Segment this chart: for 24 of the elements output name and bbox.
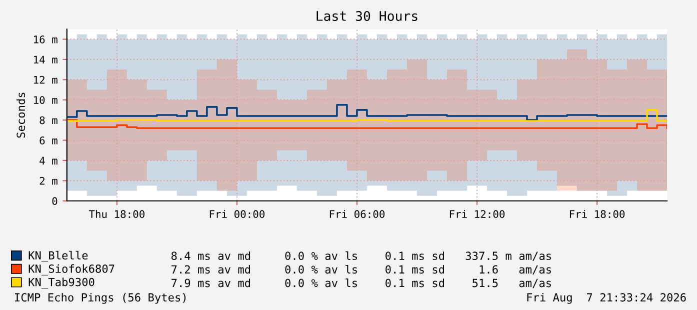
text: 7.2 ms av md 0.0 % av ls 0.1 ms sd 1.6 am/as: [172, 264, 551, 274]
y-axis-title: Seconds: [16, 92, 26, 138]
y-tick-label: 12 m: [34, 76, 58, 84]
text: Fri Aug 7 21:33:24 2026: [527, 292, 686, 304]
y-tick-label: 8 m: [40, 116, 58, 124]
chart-title: Last 30 Hours: [316, 11, 418, 21]
y-tick-label: 0: [52, 197, 58, 206]
x-tick-label: Fri 12:00: [450, 210, 505, 218]
x-tick-label: Fri 00:00: [210, 210, 264, 218]
y-tick-label: 14 m: [34, 56, 58, 64]
y-tick-label: 6 m: [40, 136, 58, 144]
text: ICMP Echo Pings (56 Bytes): [15, 292, 186, 304]
x-tick-label: Thu 18:00: [88, 210, 144, 218]
y-tick-label: 2 m: [40, 176, 58, 185]
y-tick-label: 16 m: [34, 35, 58, 44]
text: 7.9 ms av md 0.0 % av ls 0.1 ms sd 51.5 am/as: [172, 278, 551, 288]
x-tick-label: Fri 18:00: [570, 210, 625, 218]
x-tick-label: Fri 06:00: [330, 210, 385, 218]
y-tick-label: 4 m: [40, 156, 58, 164]
legend-label: KN_Siofok6807: [28, 264, 114, 276]
y-tick-label: 10 m: [34, 96, 58, 104]
legend-label: KN_Blelle: [28, 250, 88, 262]
legend-label: KN_Tab9300: [28, 278, 94, 289]
text: 8.4 ms av md 0.0 % av ls 0.1 ms sd 337.5 m am/as: [171, 251, 551, 261]
